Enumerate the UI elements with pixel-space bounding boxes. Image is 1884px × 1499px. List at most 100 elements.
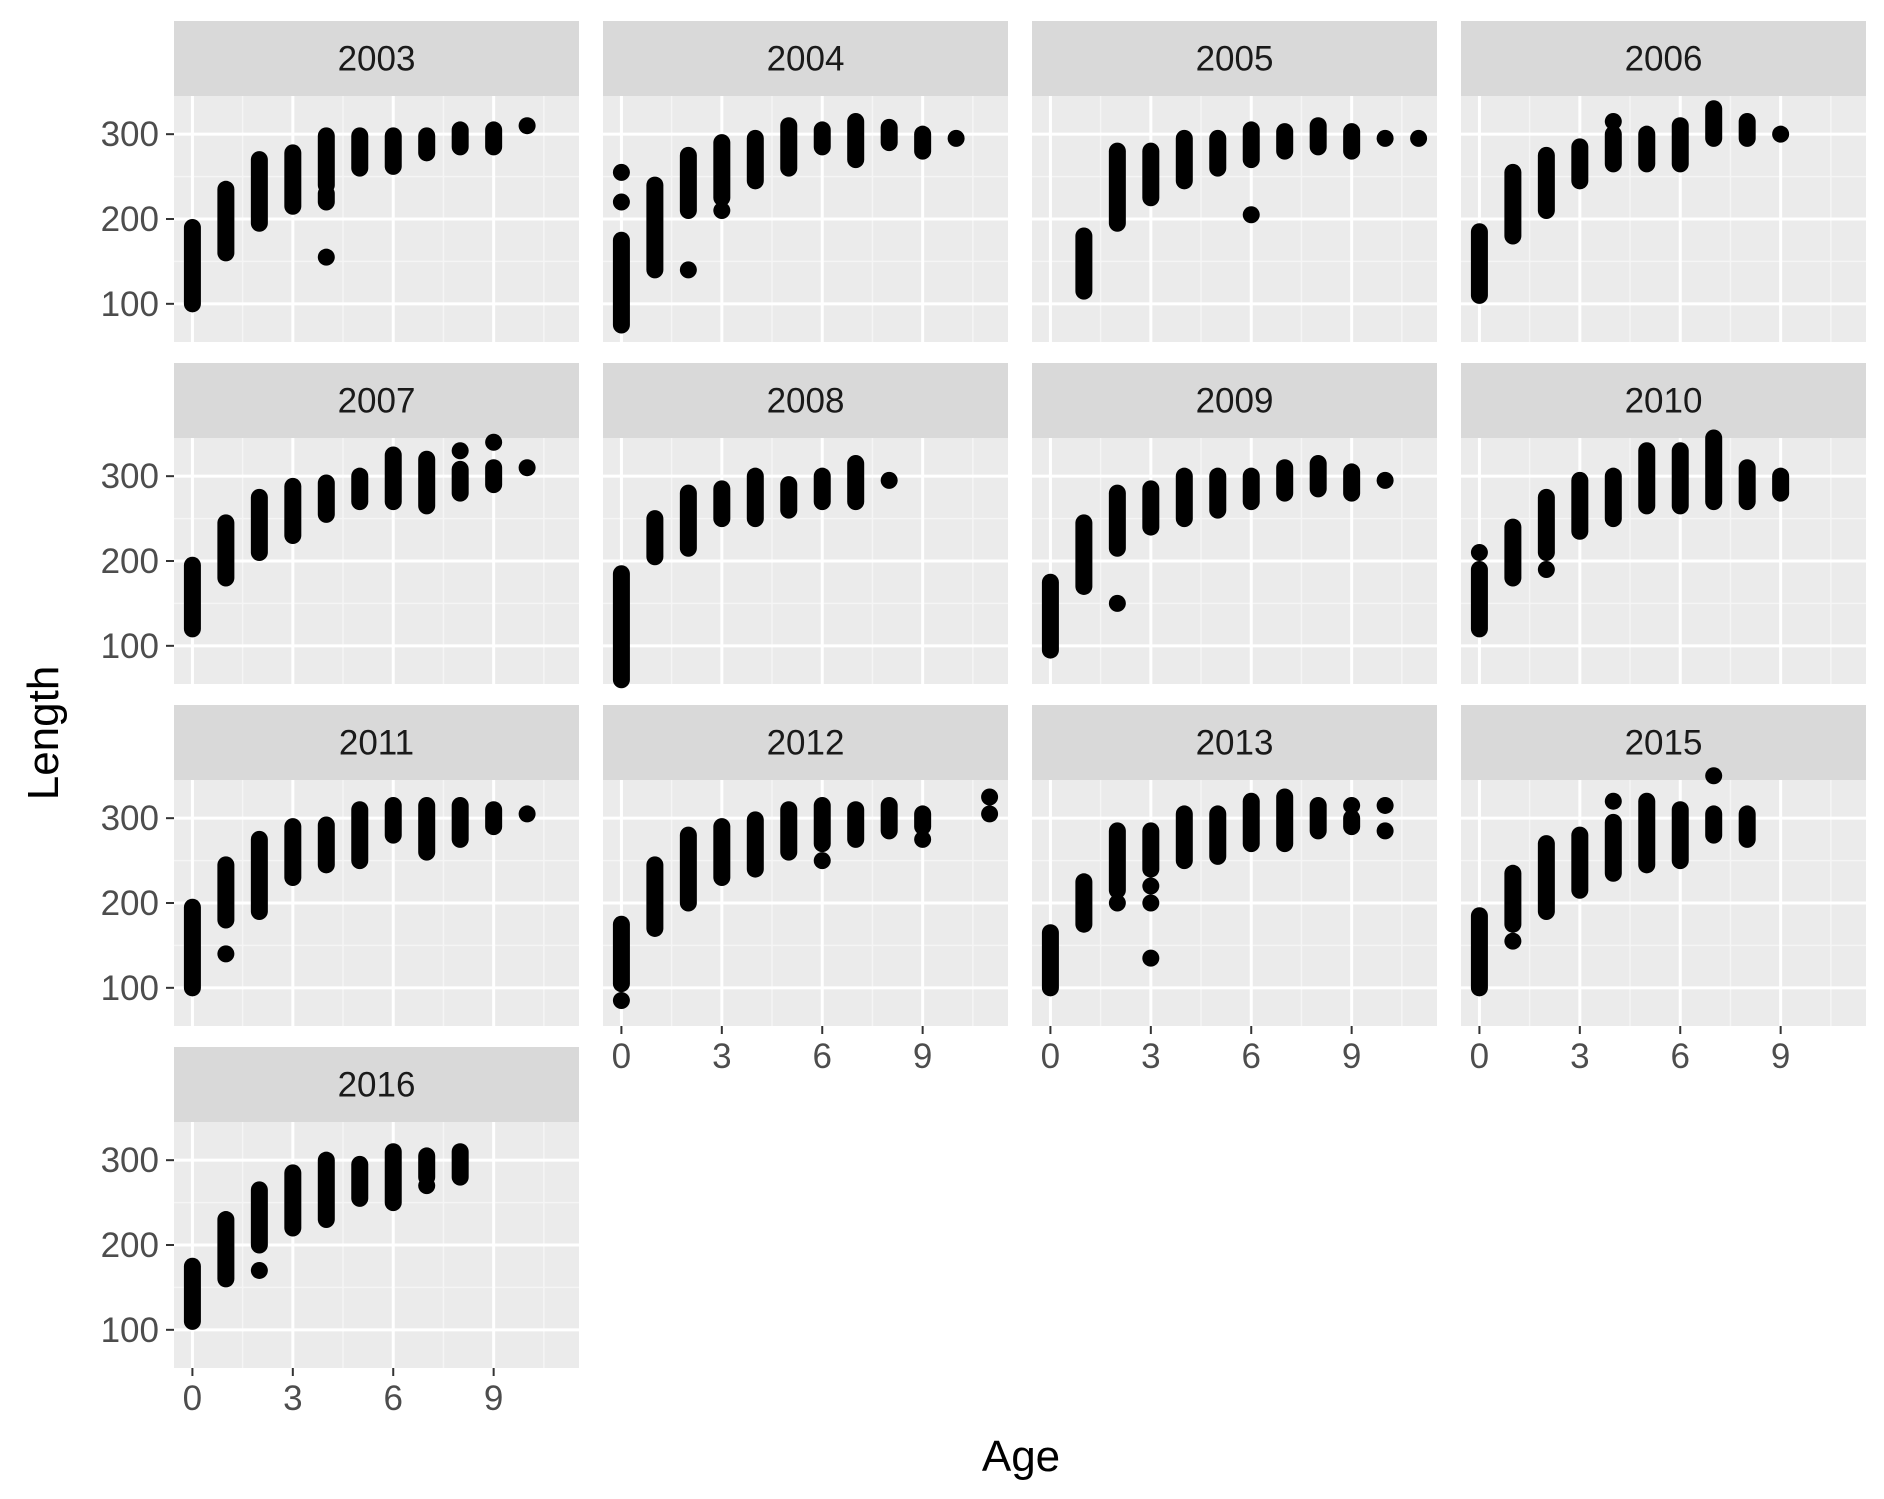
data-point	[1108, 594, 1126, 612]
facet-strip-label: 2013	[1196, 724, 1274, 763]
y-axis-row-4: 100 200 300	[101, 1141, 174, 1350]
data-point	[1108, 894, 1126, 912]
x-tick-label: 6	[1242, 1037, 1261, 1076]
data-points	[1470, 429, 1790, 638]
data-point	[914, 830, 932, 848]
data-point	[518, 459, 536, 477]
facet-panel-2004: 2004	[603, 21, 1008, 342]
x-tick-label: 0	[183, 1379, 202, 1418]
x-axis-title: Age	[982, 1432, 1060, 1481]
x-tick-label: 0	[1041, 1037, 1060, 1076]
data-point	[880, 471, 898, 489]
x-tick-label: 3	[1141, 1037, 1160, 1076]
facet-panel-2016: 2016	[174, 1047, 579, 1368]
data-point	[1604, 792, 1622, 810]
facet-panels: 2003 2004 2005 2006 2007 2008 2009 2010 2011 2012…	[174, 21, 1866, 1368]
data-points	[183, 796, 536, 997]
facet-strip-label: 2011	[339, 724, 414, 763]
y-tick-label: 300	[101, 1141, 159, 1180]
data-point	[1142, 877, 1160, 895]
data-point	[1537, 560, 1555, 578]
y-axis-row-3: 100 200 300	[101, 799, 174, 1008]
y-tick-label: 300	[101, 115, 159, 154]
data-point	[1705, 767, 1723, 785]
x-tick-label: 9	[913, 1037, 932, 1076]
y-axis-title: Length	[19, 666, 68, 801]
data-points	[1041, 788, 1394, 997]
data-point	[451, 442, 469, 460]
x-tick-label: 9	[1771, 1037, 1790, 1076]
data-points	[612, 112, 965, 334]
facet-strip-label: 2012	[767, 724, 845, 763]
facet-panel-2005: 2005	[1032, 21, 1437, 342]
data-point	[1604, 112, 1622, 130]
facet-strip	[1032, 705, 1437, 780]
x-tick-label: 3	[283, 1379, 302, 1418]
facet-strip	[1461, 21, 1866, 96]
facet-strip	[1461, 363, 1866, 438]
facet-panel-2009: 2009	[1032, 363, 1437, 684]
data-point	[518, 117, 536, 135]
data-points	[1470, 767, 1756, 997]
x-tick-label: 3	[712, 1037, 731, 1076]
x-tick-label: 6	[1671, 1037, 1690, 1076]
y-tick-label: 100	[101, 285, 159, 324]
facet-strip	[174, 1047, 579, 1122]
facet-strip	[603, 363, 1008, 438]
facet-panel-2008: 2008	[603, 363, 1008, 689]
facet-panel-2012: 2012	[603, 705, 1008, 1026]
data-points	[183, 117, 536, 313]
facet-strip	[603, 21, 1008, 96]
data-points	[1075, 117, 1428, 300]
x-axis-2016: 0 3 6 9	[183, 1368, 503, 1418]
facet-panel-2003: 2003	[174, 21, 579, 342]
x-axis-2012: 0 3 6 9	[612, 1026, 932, 1076]
facet-strip-label: 2003	[338, 40, 416, 79]
data-point	[317, 248, 335, 266]
data-point	[1470, 544, 1488, 562]
facet-strip-label: 2008	[767, 382, 845, 421]
facet-panel-2006: 2006	[1461, 21, 1866, 342]
facet-strip	[1032, 363, 1437, 438]
facet-panel-2007: 2007	[174, 363, 579, 684]
facet-strip	[603, 705, 1008, 780]
x-tick-label: 6	[813, 1037, 832, 1076]
data-points	[1041, 454, 1394, 659]
y-axis-row-2: 100 200 300	[101, 457, 174, 666]
data-point	[981, 805, 999, 823]
data-points	[183, 1143, 469, 1330]
data-point	[612, 163, 630, 181]
y-tick-label: 100	[101, 969, 159, 1008]
data-point	[1772, 125, 1790, 143]
data-point	[1410, 129, 1428, 147]
data-point	[1142, 894, 1160, 912]
x-tick-label: 0	[1470, 1037, 1489, 1076]
data-point	[518, 805, 536, 823]
x-tick-label: 3	[1570, 1037, 1589, 1076]
y-axis-row-1: 100 200 300	[101, 115, 174, 324]
y-tick-label: 300	[101, 799, 159, 838]
facet-panel-2010: 2010	[1461, 363, 1866, 684]
data-point	[1504, 932, 1522, 950]
x-axis-2015: 0 3 6 9	[1470, 1026, 1790, 1076]
data-point	[612, 193, 630, 211]
y-tick-label: 300	[101, 457, 159, 496]
data-point	[981, 788, 999, 806]
y-tick-label: 100	[101, 1311, 159, 1350]
data-point	[713, 202, 731, 220]
data-point	[1343, 796, 1361, 814]
data-point	[1376, 471, 1394, 489]
facet-strip	[174, 21, 579, 96]
data-point	[1142, 949, 1160, 967]
facet-panel-2015: 2015	[1461, 705, 1866, 1026]
data-point	[1376, 822, 1394, 840]
x-axis-2013: 0 3 6 9	[1041, 1026, 1361, 1076]
y-axes: 100 200 300 100 200 300 100 200 300 100 200 300	[101, 115, 174, 1350]
facet-panel-2013: 2013	[1032, 705, 1437, 1026]
y-tick-label: 200	[101, 884, 159, 923]
data-points	[183, 433, 536, 638]
data-point	[217, 945, 235, 963]
facet-strip-label: 2010	[1625, 382, 1703, 421]
facet-panel-2011: 2011	[174, 705, 579, 1026]
